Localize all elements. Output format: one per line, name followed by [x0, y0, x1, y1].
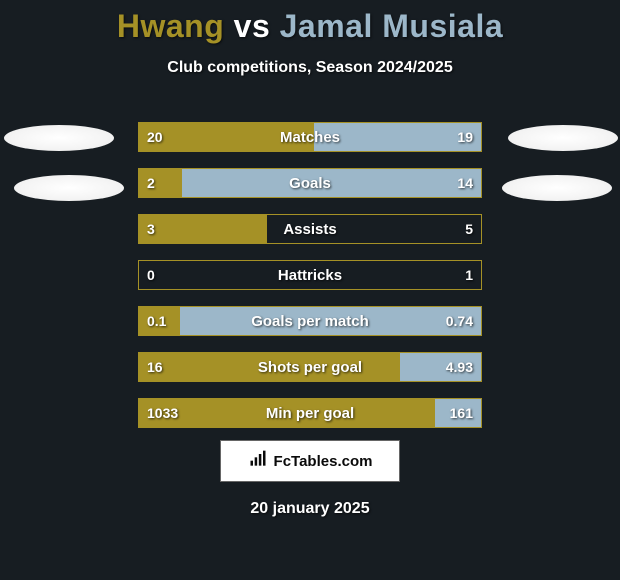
avatar-left-b	[14, 175, 124, 201]
brand-text: FcTables.com	[274, 453, 373, 470]
stat-bar-right	[182, 169, 481, 197]
stat-label: Hattricks	[139, 261, 481, 289]
stat-row: Matches2019	[138, 122, 482, 152]
title-player1: Hwang	[117, 8, 224, 44]
stat-row: Assists35	[138, 214, 482, 244]
brand-badge: FcTables.com	[220, 440, 400, 482]
stat-row: Hattricks0 1	[138, 260, 482, 290]
title-vs: vs	[234, 8, 271, 44]
stat-bar-right	[435, 399, 481, 427]
stat-bar-right	[314, 123, 481, 151]
stat-row: Goals per match0.10.74	[138, 306, 482, 336]
stat-bar-left	[139, 123, 314, 151]
stat-row: Goals214	[138, 168, 482, 198]
stat-row: Min per goal1033161	[138, 398, 482, 428]
page-title: Hwang vs Jamal Musiala	[0, 0, 620, 45]
stat-row: Shots per goal164.93	[138, 352, 482, 382]
avatar-right-b	[502, 175, 612, 201]
stat-bar-left	[139, 169, 182, 197]
stat-value-right: 1	[465, 261, 473, 289]
chart-icon	[248, 449, 268, 473]
subtitle: Club competitions, Season 2024/2025	[0, 59, 620, 77]
stat-bar-left	[139, 215, 267, 243]
stat-bar-right	[180, 307, 481, 335]
stat-bar-right	[400, 353, 481, 381]
comparison-bars: Matches2019 Goals214 Assists35 Hattricks0 1 G…	[138, 122, 482, 444]
stat-value-left: 0	[147, 261, 155, 289]
title-player2: Jamal Musiala	[280, 8, 504, 44]
stat-bar-left	[139, 353, 400, 381]
avatar-right-a	[508, 125, 618, 151]
avatar-left-a	[4, 125, 114, 151]
date-text: 20 january 2025	[0, 500, 620, 518]
stat-value-right: 5	[465, 215, 473, 243]
stat-bar-left	[139, 399, 435, 427]
stat-bar-left	[139, 307, 180, 335]
